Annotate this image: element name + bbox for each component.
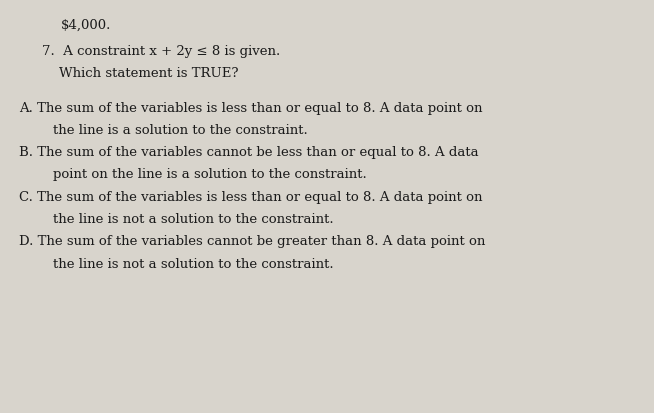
Text: the line is not a solution to the constraint.: the line is not a solution to the constr…	[20, 213, 334, 225]
Text: the line is not a solution to the constraint.: the line is not a solution to the constr…	[20, 257, 334, 270]
Text: the line is a solution to the constraint.: the line is a solution to the constraint…	[20, 123, 308, 137]
Text: B. The sum of the variables cannot be less than or equal to 8. A data: B. The sum of the variables cannot be le…	[20, 146, 479, 159]
Text: A. The sum of the variables is less than or equal to 8. A data point on: A. The sum of the variables is less than…	[20, 101, 483, 114]
Text: 7.  A constraint x + 2y ≤ 8 is given.: 7. A constraint x + 2y ≤ 8 is given.	[42, 45, 280, 57]
Text: point on the line is a solution to the constraint.: point on the line is a solution to the c…	[20, 168, 367, 181]
Text: C. The sum of the variables is less than or equal to 8. A data point on: C. The sum of the variables is less than…	[20, 190, 483, 203]
Text: D. The sum of the variables cannot be greater than 8. A data point on: D. The sum of the variables cannot be gr…	[20, 235, 486, 248]
Text: Which statement is TRUE?: Which statement is TRUE?	[42, 67, 238, 80]
Text: $4,000.: $4,000.	[61, 18, 111, 31]
